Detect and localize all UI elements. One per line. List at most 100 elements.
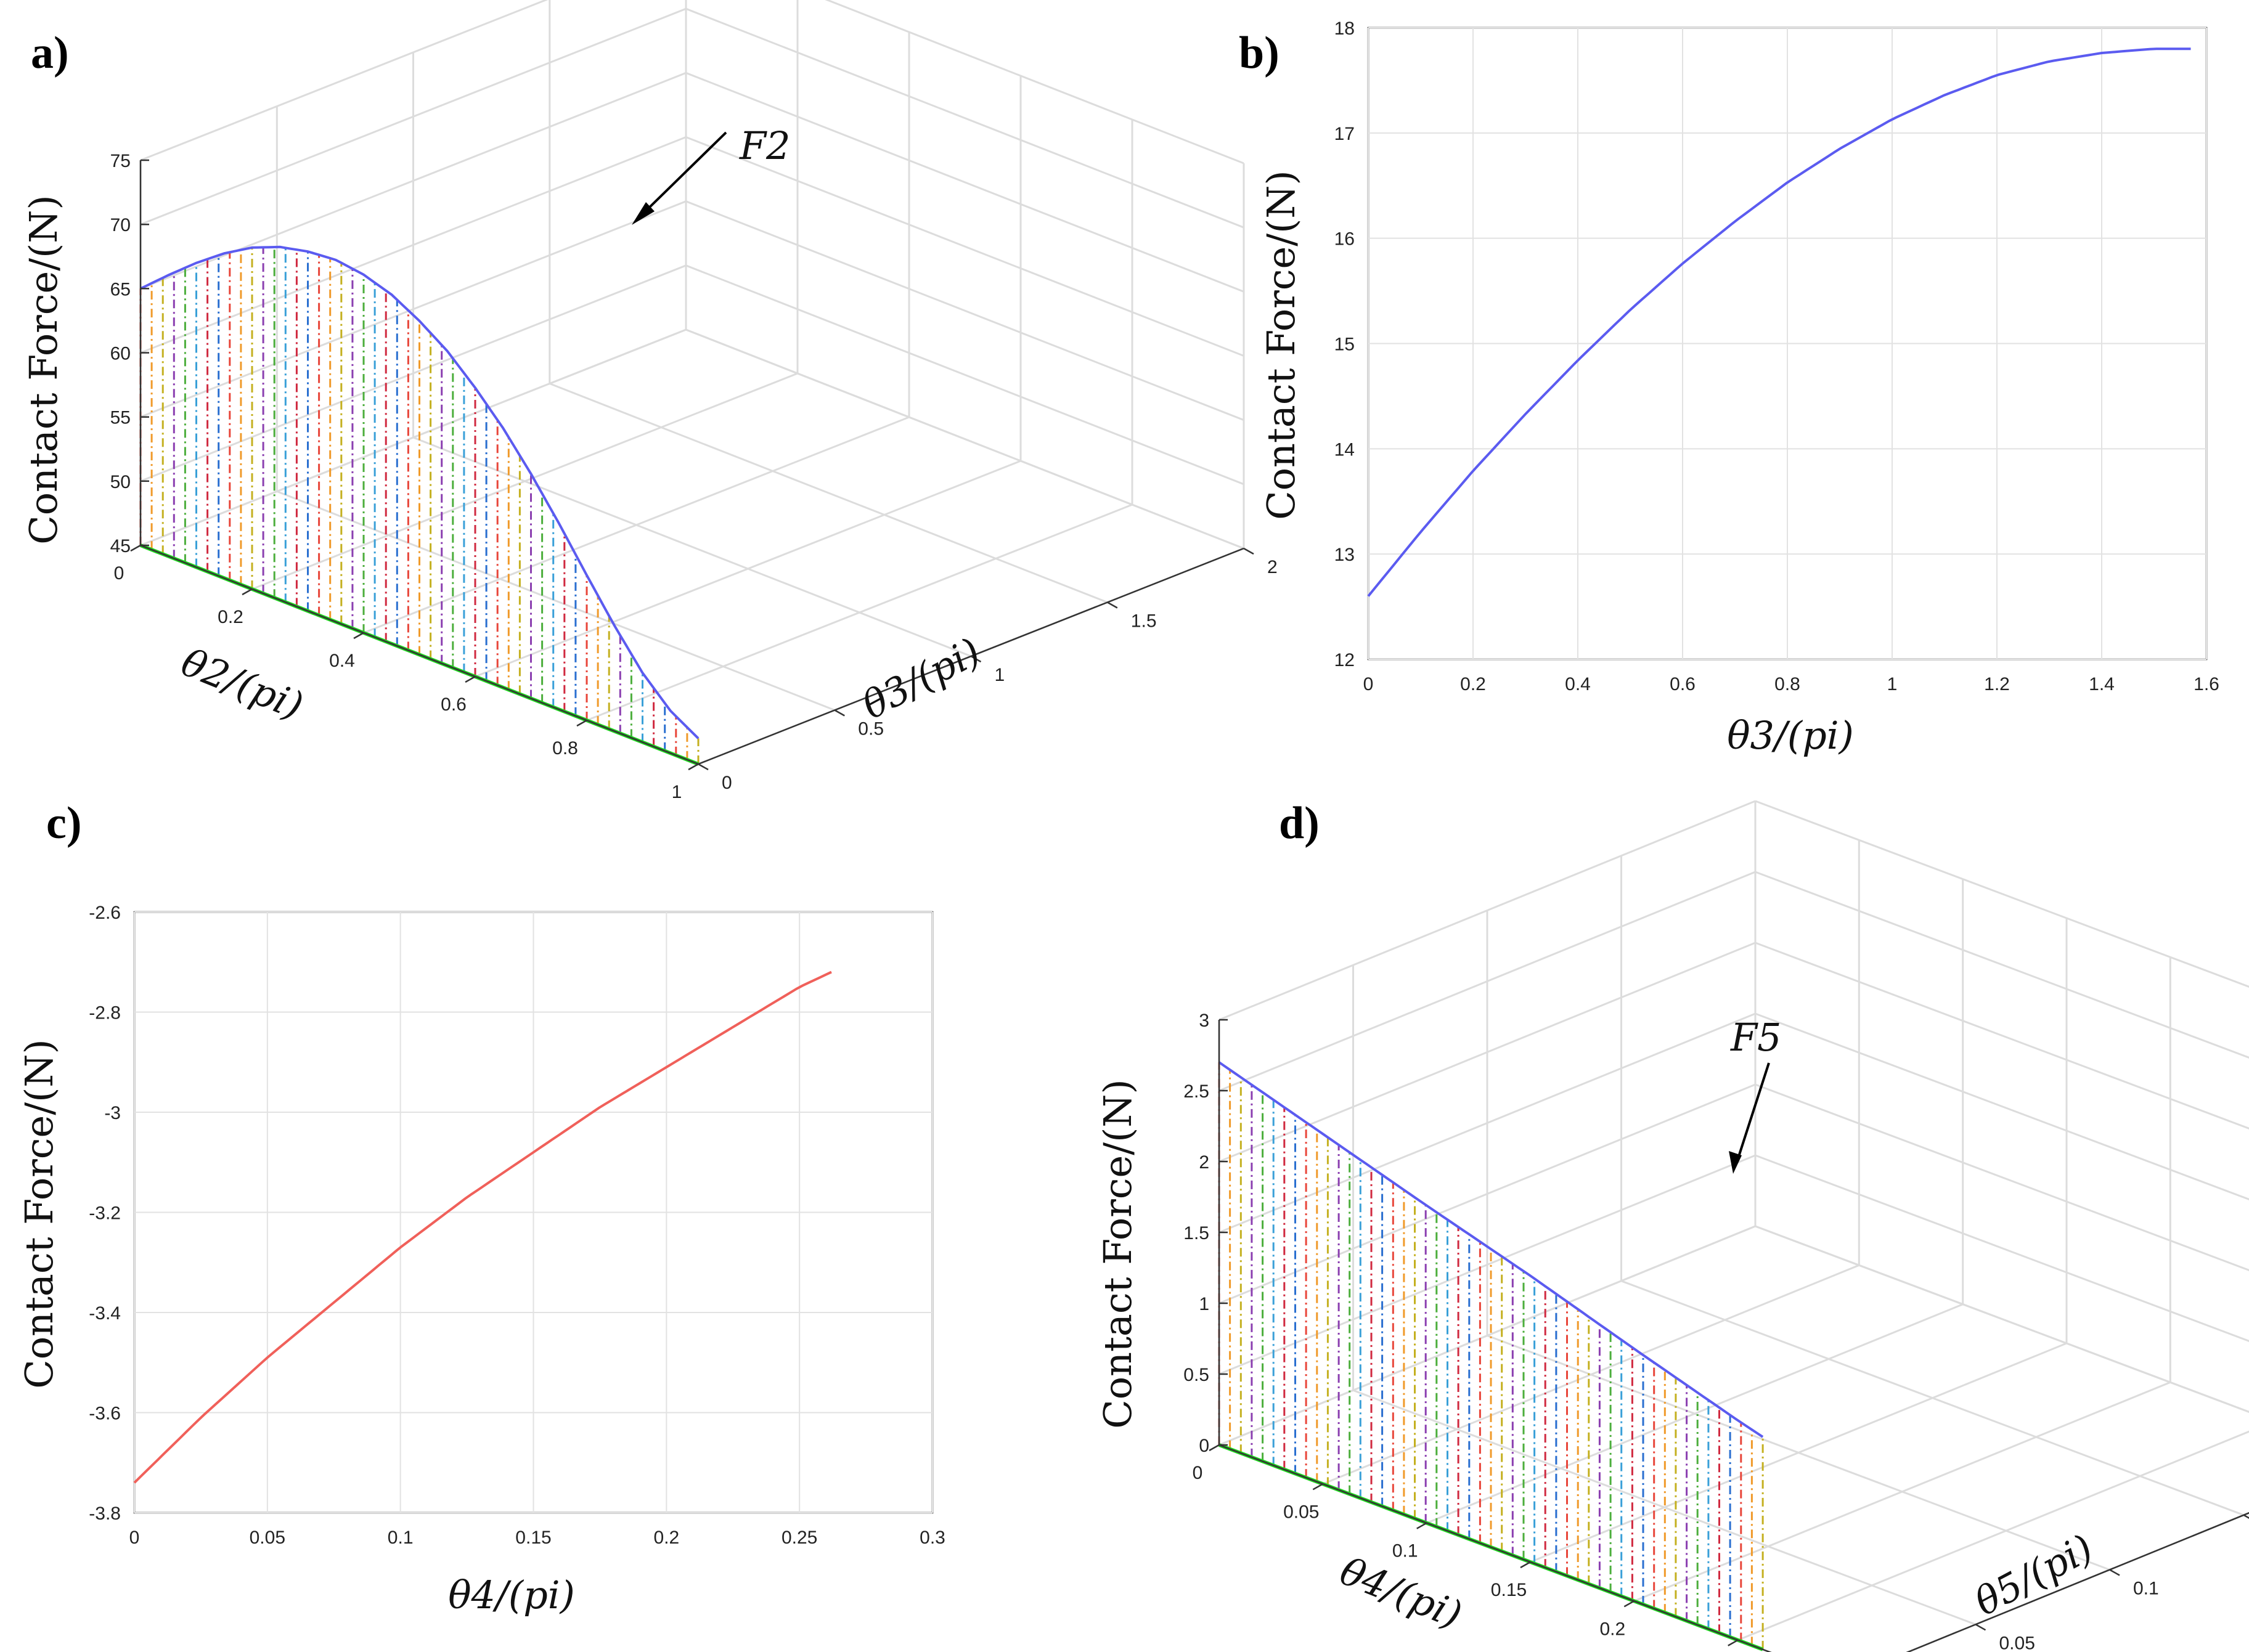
back-wall-grid [1755,1083,2249,1271]
y-tick-label: 15 [1334,335,1355,355]
y-tick-label: -2.8 [89,1003,121,1023]
panel-a-f2-curve [140,245,700,739]
x-tick-label: 0.2 [653,1528,679,1548]
panel-c-label: c) [46,798,82,848]
y-tick-label: 1.5 [1131,611,1157,632]
x-tick-label: 0 [114,563,124,584]
z-tick-label: 70 [110,215,131,235]
back-wall-grid [1755,800,2249,988]
x-tick-label: 0.6 [441,694,467,715]
z-tick-label: 75 [110,151,131,171]
x-tick-label: 0.8 [552,738,578,759]
back-wall-grid [685,136,1244,357]
x-tick-label: 1 [1887,674,1898,694]
panel-d-box-grid [1218,800,2249,1652]
y-tick-label: 0.05 [1999,1633,2035,1652]
panel-d-annotation-arrowhead [1729,1151,1742,1174]
panel-a-y-label: θ3/(pi) [855,629,988,728]
x-tick-label: 0.6 [1670,674,1696,694]
x-tick-label: 0.2 [218,607,243,627]
z-tick-label: 2.5 [1183,1081,1209,1102]
x-tick-label: 0.15 [1491,1580,1527,1600]
x-tick-label: 0.05 [250,1528,285,1548]
panel-a-box-grid [139,0,1245,765]
back-wall-grid [685,71,1244,293]
panel-c-line [133,970,832,1484]
panel-a-annotation-line [643,131,727,214]
floor-grid [685,328,1244,550]
y-tick-label: 0.5 [858,719,884,739]
y-tick [1243,547,1254,555]
floor-grid [549,383,1108,603]
x-tick [1728,1639,1739,1646]
y-tick [698,763,709,771]
floor-grid [1755,1225,2249,1413]
panel-a-z-ticks: 45 50 55 60 65 70 75 [110,151,131,556]
panel-d-label: d) [1279,798,1320,848]
y-tick-label: 17 [1334,124,1355,144]
x-tick [1209,1444,1220,1452]
panel-c-x-ticks: 0 0.05 0.1 0.15 0.2 0.25 0.3 [129,1528,945,1548]
z-tick-label: 3 [1199,1011,1209,1031]
y-tick-label: 12 [1334,650,1355,670]
z-tick-label: 55 [110,408,131,428]
back-wall-grid [685,200,1244,421]
panel-b-y-ticks: 12 13 14 15 16 17 18 [1334,18,1355,670]
y-tick-label: -3 [104,1103,121,1123]
x-axis [140,544,699,765]
x-tick-label: 1.6 [2194,674,2219,694]
x-tick [130,544,141,552]
x-tick-label: 1.2 [1984,674,2010,694]
panel-d-z-label: Contact Force/(N) [1095,1079,1140,1428]
back-wall-grid [685,7,1244,229]
panel-d-f5-curve [1218,1061,1764,1438]
y-tick-label: -2.6 [89,903,121,923]
z-tick-label: 45 [110,536,131,556]
panel-b-y-label: Contact Force/(N) [1259,170,1304,519]
panel-d-stems [1218,1062,1764,1650]
panel-a-x-ticks: 0 0.2 0.4 0.6 0.8 1 [114,563,682,802]
back-wall-grid [685,264,1244,486]
panel-d-x-label: θ4/(pi) [1334,1548,1468,1638]
y-tick-label: 14 [1334,439,1355,460]
y-tick-label: -3.8 [89,1503,121,1524]
y-tick [1107,601,1118,609]
y-tick-label: 0.1 [2133,1579,2159,1599]
x-tick-label: 1 [672,782,682,802]
x-tick [576,719,587,727]
x-tick-label: 0.4 [1565,674,1591,694]
y-tick [1975,1624,1986,1631]
panel-d-annotation-line [1737,1062,1770,1159]
y-tick-label: 16 [1334,229,1355,250]
z-tick-label: 65 [110,279,131,299]
x-tick [1520,1561,1531,1569]
back-wall-grid [1755,1012,2249,1200]
panel-a-annotation-f2: F2 [739,123,790,168]
floor-grid [1352,1389,1977,1626]
y-tick-label: 13 [1334,545,1355,565]
panel-a-x-label: θ2/(pi) [175,640,309,729]
panel-b-x-ticks: 0 0.2 0.4 0.6 0.8 1 1.2 1.4 1.6 [1363,674,2219,694]
panel-b-label: b) [1239,28,1280,78]
y-tick-label: -3.4 [89,1303,121,1324]
x-tick-label: 0.8 [1774,674,1800,694]
x-axis [1218,1444,1772,1652]
panel-d-axes [1209,1019,2249,1652]
panel-b-grid [1368,27,2207,660]
x-tick-label: 0.3 [920,1528,945,1548]
x-tick-label: 0.05 [1283,1502,1319,1522]
back-wall-grid [825,0,1244,165]
x-tick-label: 0.1 [1392,1541,1418,1561]
panel-a-annotation-arrowhead [632,202,655,225]
z-tick-label: 0.5 [1183,1365,1209,1385]
panel-b: 12 13 14 15 16 17 18 0 0.2 0.4 0.6 0.8 1 1.2 1.4 1.6 b… [1239,18,2219,758]
x-tick [353,632,364,640]
panel-d-annotation-f5: F5 [1730,1015,1781,1060]
z-tick-label: 60 [110,344,131,364]
panel-c-x-label: θ4/(pi) [448,1573,575,1617]
panel-a-stems [139,247,700,764]
panel-a-label: a) [31,28,69,78]
panel-a-z-label: Contact Force/(N) [21,195,66,544]
